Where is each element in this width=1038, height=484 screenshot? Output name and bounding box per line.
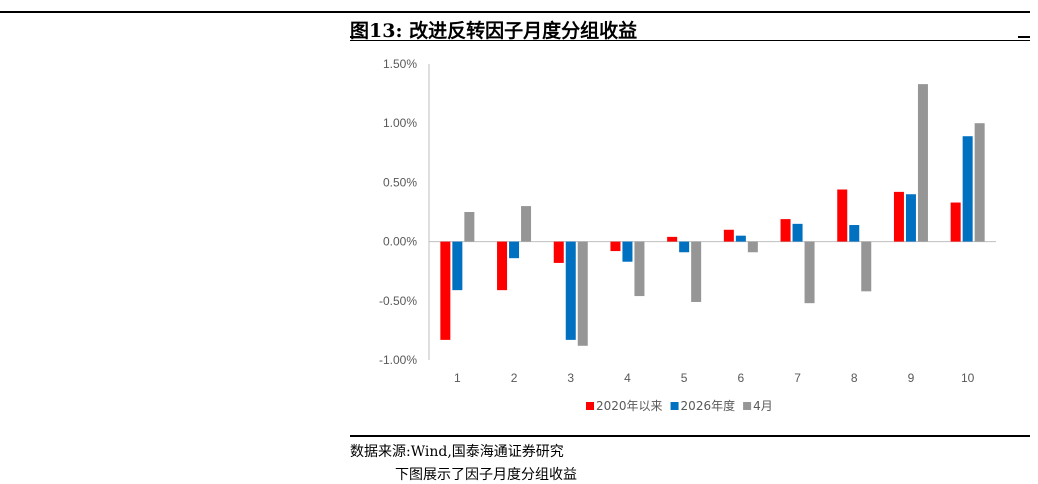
- bar-series-1-cat-8: [837, 189, 848, 242]
- y-tick-label: 0.00%: [383, 235, 417, 249]
- bar-series-3-cat-2: [521, 206, 532, 242]
- bar-series-2-cat-2: [509, 241, 520, 259]
- x-tick-label: 7: [794, 371, 801, 385]
- figure-title: 图13: 改进反转因子月度分组收益: [350, 20, 638, 42]
- bar-series-1-cat-6: [723, 229, 734, 242]
- title-rule: [350, 40, 1030, 41]
- y-tick-label: 0.50%: [383, 175, 417, 189]
- bar-series-3-cat-4: [634, 241, 645, 297]
- y-tick-label: 1.00%: [383, 116, 417, 130]
- x-tick-label: 9: [908, 371, 915, 385]
- bar-series-2-cat-1: [452, 241, 463, 291]
- bar-chart: 1.50% 1.00% 0.50% 0.00% -0.50% -1.00% 1 2 3 4 5 6 7 8…: [379, 57, 996, 413]
- x-tick-label: 5: [681, 371, 688, 385]
- title-left-mark: [350, 36, 360, 38]
- y-tick-label: -1.00%: [379, 353, 417, 367]
- legend-swatch-series-1: [586, 402, 594, 410]
- legend-label-series-2: 2026年度: [681, 398, 736, 413]
- x-tick-label: 4: [624, 371, 631, 385]
- figure-source: 数据来源:Wind,国泰海通证券研究: [350, 444, 564, 460]
- bar-series-1-cat-9: [893, 191, 904, 242]
- x-tick-label: 1: [454, 371, 461, 385]
- top-rule: [0, 11, 1030, 13]
- x-tick-label: 2: [511, 371, 518, 385]
- bar-series-1-cat-4: [610, 241, 621, 252]
- x-tick-label: 3: [567, 371, 574, 385]
- source-rule: [350, 435, 1030, 437]
- bar-series-2-cat-5: [679, 241, 690, 253]
- bar-series-3-cat-7: [804, 241, 815, 304]
- bar-series-1-cat-5: [667, 236, 678, 242]
- body-text-cut: 下图展示了因子月度分组收益: [395, 467, 577, 483]
- y-tick-label: 1.50%: [383, 57, 417, 71]
- x-tick-label: 8: [851, 371, 858, 385]
- bar-series-3-cat-5: [691, 241, 702, 302]
- legend-swatch-series-2: [670, 402, 679, 410]
- bar-series-2-cat-8: [849, 225, 860, 242]
- x-tick-label: 6: [738, 371, 745, 385]
- bar-series-2-cat-7: [792, 223, 803, 242]
- title-right-mark: [1018, 36, 1030, 38]
- bar-series-1-cat-2: [497, 241, 508, 291]
- bar-series-2-cat-9: [905, 194, 916, 242]
- legend-label-series-1: 2020年以来: [596, 399, 663, 413]
- bar-series-3-cat-9: [917, 84, 928, 242]
- bar-series-2-cat-3: [565, 241, 576, 340]
- bar-series-2-cat-4: [622, 241, 633, 262]
- bar-series-3-cat-3: [577, 241, 588, 346]
- bar-series-3-cat-8: [861, 241, 872, 292]
- bar-series-1-cat-7: [780, 219, 791, 242]
- x-tick-label: 10: [961, 371, 975, 385]
- y-tick-label: -0.50%: [379, 294, 417, 308]
- bar-series-2-cat-6: [735, 235, 746, 242]
- bar-series-1-cat-1: [440, 241, 451, 340]
- bar-series-1-cat-3: [553, 241, 564, 263]
- legend-label-series-3: 4月: [753, 399, 773, 413]
- bar-series-3-cat-6: [747, 241, 758, 253]
- bar-series-2-cat-10: [962, 136, 973, 242]
- bar-series-3-cat-1: [464, 212, 475, 242]
- bar-series-1-cat-10: [950, 202, 961, 242]
- bar-series-3-cat-10: [974, 123, 985, 242]
- legend-swatch-series-3: [743, 402, 752, 410]
